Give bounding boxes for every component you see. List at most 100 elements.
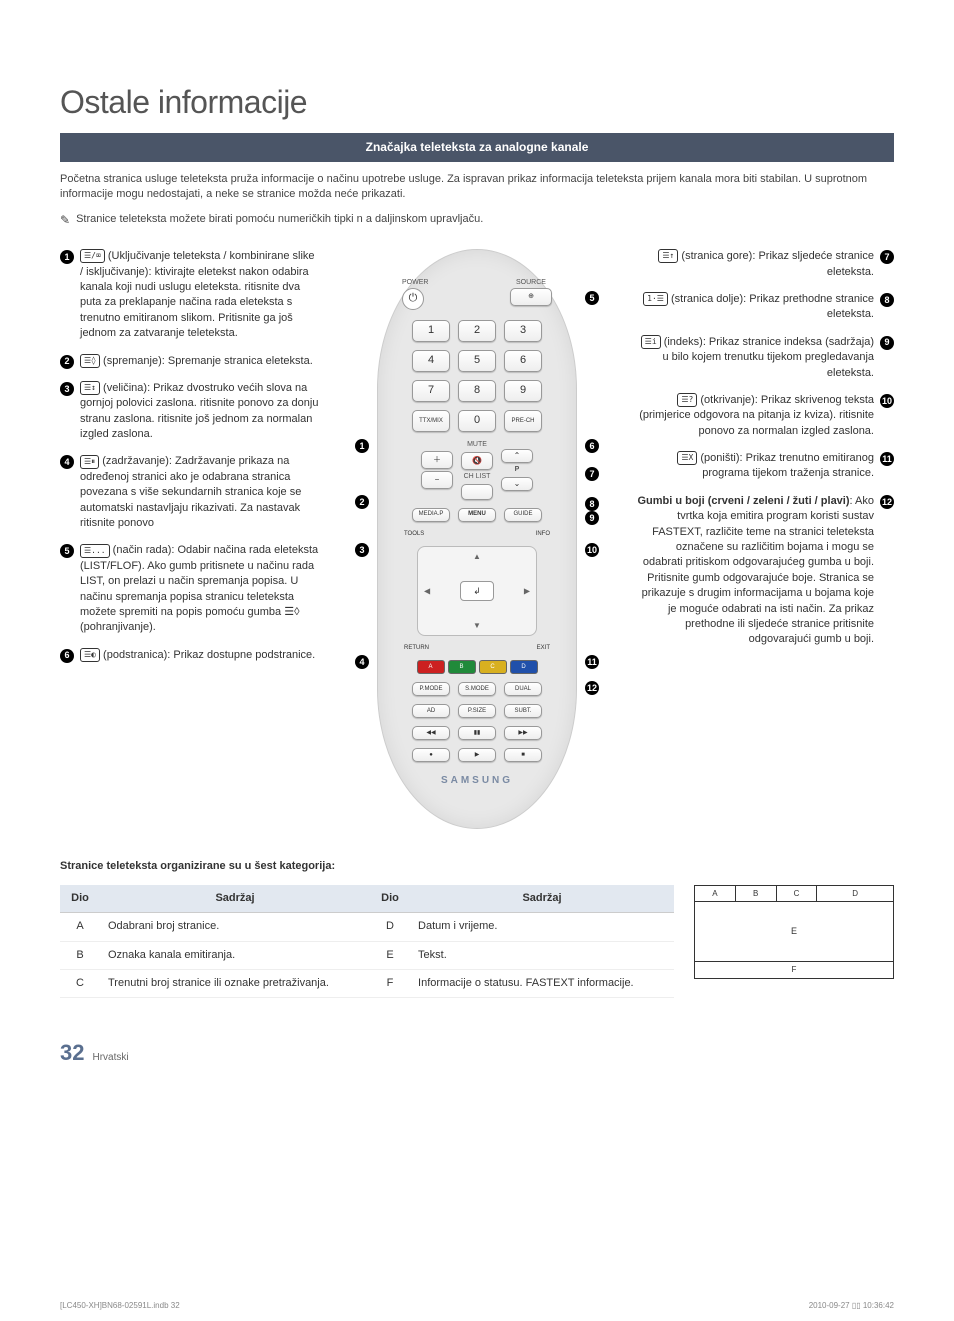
teletext-icon: ☰⏸ [80,455,99,469]
callout-8: 8 [585,497,599,511]
transport-button[interactable]: ▶▶ [504,726,542,740]
ch-up-button[interactable]: ⌃ [501,449,533,463]
enter-button[interactable]: ↲ [460,581,494,601]
cell-content: Trenutni broj stranice ili oznake pretra… [100,969,370,997]
item-number: 2 [60,355,74,369]
num-button[interactable]: 4 [412,350,450,372]
mute-label: MUTE [467,440,487,450]
source-label: SOURCE [510,278,552,288]
diagram-c: C [777,886,818,901]
vol-down-button[interactable]: − [421,471,453,489]
ttx-mix-button[interactable]: TTX/MIX [412,410,450,432]
cell-part: F [370,969,410,997]
color-button[interactable]: B [448,660,476,674]
right-column: 7 ☰↑ (stranica gore): Prikaz sljedeće st… [634,249,894,829]
print-footer: [LC450-XH]BN68-02591L.indb 32 2010-09-27… [60,1300,894,1311]
mute-button[interactable]: 🔇 [461,452,493,470]
table-row: A Odabrani broj stranice. D Datum i vrij… [60,913,674,941]
dpad-right[interactable]: ▶ [524,585,530,596]
zero-button[interactable]: 0 [458,410,496,432]
ch-down-button[interactable]: ⌄ [501,477,533,491]
diagram-a: A [695,886,736,901]
num-button[interactable]: 8 [458,380,496,402]
guide-button[interactable]: GUIDE [504,508,542,522]
dpad-left[interactable]: ◀ [424,585,430,596]
num-button[interactable]: 2 [458,320,496,342]
teletext-icon: ☰◊ [80,354,100,368]
callout-1: 1 [355,439,369,453]
remote-column: POWER ⏻ SOURCE ⊕ 123456789 TTX/MIX 0 PRE… [330,249,624,829]
transport-button[interactable]: ● [412,748,450,762]
callout-4: 4 [355,655,369,669]
callout-6: 6 [585,439,599,453]
mediap-button[interactable]: MEDIA.P [412,508,450,522]
cell-content: Oznaka kanala emitiranja. [100,941,370,969]
table-row: C Trenutni broj stranice ili oznake pret… [60,969,674,997]
item-number: 10 [880,394,894,408]
diagram-d: D [817,886,893,901]
print-footer-right: 2010-09-27 ▯▯ 10:36:42 [809,1300,894,1311]
cell-part: B [60,941,100,969]
cell-content: Odabrani broj stranice. [100,913,370,941]
transport-button[interactable]: ◀◀ [412,726,450,740]
brand-logo: SAMSUNG [396,774,558,788]
item-text: ☰i (indeks): Prikaz stranice indeksa (sa… [634,335,874,381]
num-button[interactable]: 3 [504,320,542,342]
feature-item: 5 ☰... (način rada): Odabir načina rada … [60,543,320,635]
power-button[interactable]: ⏻ [402,288,424,310]
option-button[interactable]: AD [412,704,450,718]
feature-item: 6 ☰◐ (podstranica): Prikaz dostupne pods… [60,648,320,663]
item-number: 3 [60,382,74,396]
th-part-1: Dio [60,885,100,913]
num-button[interactable]: 6 [504,350,542,372]
item-text: ☰X (poništi): Prikaz trenutno emitiranog… [634,451,874,482]
tools-label: TOOLS [404,530,424,538]
mode-button[interactable]: S.MODE [458,682,496,696]
item-text: ☰... (način rada): Odabir načina rada el… [80,543,320,635]
feature-item: 1 ☰/⌧ (Uključivanje teleteksta / kombini… [60,249,320,341]
remote-control: POWER ⏻ SOURCE ⊕ 123456789 TTX/MIX 0 PRE… [377,249,577,829]
chlist-button[interactable] [461,484,493,500]
transport-button[interactable]: ▮▮ [458,726,496,740]
feature-item: 4 ☰⏸ (zadržavanje): Zadržavanje prikaza … [60,454,320,531]
cell-content: Tekst. [410,941,674,969]
source-button[interactable]: ⊕ [510,288,552,306]
num-button[interactable]: 9 [504,380,542,402]
teletext-icon: ☰? [677,393,697,407]
option-button[interactable]: SUBT. [504,704,542,718]
option-button[interactable]: P.SIZE [458,704,496,718]
th-content-1: Sadržaj [100,885,370,913]
vol-up-button[interactable]: ＋ [421,451,453,469]
callout-12: 12 [585,681,599,695]
dpad-up[interactable]: ▲ [473,551,481,562]
left-column: 1 ☰/⌧ (Uključivanje teleteksta / kombini… [60,249,320,829]
note-row: ✎ Stranice teleteksta možete birati pomo… [60,212,894,229]
feature-item: 2 ☰◊ (spremanje): Spremanje stranica ele… [60,354,320,369]
teletext-icon: ☰↑ [658,249,678,263]
callout-7: 7 [585,467,599,481]
transport-button[interactable]: ▶ [458,748,496,762]
cell-content: Datum i vrijeme. [410,913,674,941]
item-number: 1 [60,250,74,264]
teletext-icon: ☰i [641,335,661,349]
feature-item: 12 Gumbi u boji (crveni / zeleni / žuti … [634,494,894,648]
item-text: 1·☰ (stranica dolje): Prikaz prethodne s… [634,292,874,323]
feature-item: 3 ☰↕ (veličina): Prikaz dvostruko većih … [60,381,320,443]
color-button[interactable]: A [417,660,445,674]
dpad-down[interactable]: ▼ [473,620,481,631]
mode-button[interactable]: P.MODE [412,682,450,696]
num-button[interactable]: 1 [412,320,450,342]
num-button[interactable]: 7 [412,380,450,402]
callout-3: 3 [355,543,369,557]
mode-button[interactable]: DUAL [504,682,542,696]
diagram-f: F [695,962,893,978]
transport-button[interactable]: ■ [504,748,542,762]
exit-label: EXIT [537,644,550,652]
color-button[interactable]: D [510,660,538,674]
teletext-icon: ☰/⌧ [80,249,105,263]
color-button[interactable]: C [479,660,507,674]
section-banner: Značajka teleteksta za analogne kanale [60,133,894,162]
num-button[interactable]: 5 [458,350,496,372]
menu-button[interactable]: MENU [458,508,496,522]
prech-button[interactable]: PRE-CH [504,410,542,432]
